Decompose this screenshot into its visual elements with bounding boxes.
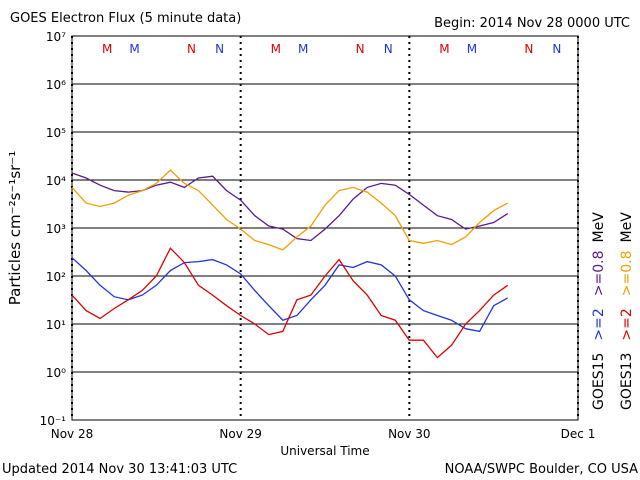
time-marker: N [187, 42, 196, 56]
legend-entry: >=2 [619, 308, 635, 340]
footer-left: Updated 2014 Nov 30 13:41:03 UTC [2, 462, 237, 477]
x-tick-label: Nov 30 [388, 427, 431, 441]
y-tick-label: 10⁴ [46, 174, 66, 188]
y-tick-label: 10¹ [46, 318, 66, 332]
series-line [71, 172, 509, 242]
legend-entry: >=0.8 [619, 250, 635, 296]
legend: GOES15 >=2 >=0.8 MeV [591, 212, 607, 410]
y-tick-label: 10⁷ [46, 30, 66, 44]
y-tick-label: 10⁰ [46, 366, 66, 380]
x-axis-label: Universal Time [280, 444, 369, 458]
x-tick-label: Dec 1 [561, 427, 596, 441]
time-marker: N [215, 42, 224, 56]
legend-entry: >=0.8 [591, 250, 607, 296]
chart-title: GOES Electron Flux (5 minute data) [10, 11, 241, 26]
series-line [71, 247, 509, 359]
series-line [71, 257, 509, 333]
time-marker: M [467, 42, 477, 56]
time-marker: N [524, 42, 533, 56]
time-marker: M [129, 42, 139, 56]
time-marker: N [356, 42, 365, 56]
time-marker: M [439, 42, 449, 56]
time-marker: M [298, 42, 308, 56]
time-marker: N [384, 42, 393, 56]
time-marker: M [102, 42, 112, 56]
series-line [71, 169, 509, 251]
x-tick-label: Nov 29 [219, 427, 262, 441]
y-tick-label: 10² [46, 270, 66, 284]
legend-group: GOES15 [591, 353, 607, 410]
legend-group: GOES13 [619, 353, 635, 410]
y-axis-label: Particles cm⁻²s⁻¹sr⁻¹ [6, 151, 24, 305]
y-tick-label: 10³ [46, 222, 66, 236]
legend-unit: MeV [619, 212, 635, 243]
y-tick-label: 10⁶ [46, 78, 66, 92]
y-tick-label: 10⁵ [46, 126, 66, 140]
subtitle: Begin: 2014 Nov 28 0000 UTC [434, 16, 630, 31]
time-marker: N [552, 42, 561, 56]
time-marker: M [271, 42, 281, 56]
legend: GOES13 >=2 >=0.8 MeV [619, 212, 635, 410]
legend-unit: MeV [591, 212, 607, 243]
footer-right: NOAA/SWPC Boulder, CO USA [445, 462, 638, 477]
x-tick-label: Nov 28 [51, 427, 94, 441]
y-tick-label: 10⁻¹ [40, 414, 67, 428]
legend-entry: >=2 [591, 308, 607, 340]
